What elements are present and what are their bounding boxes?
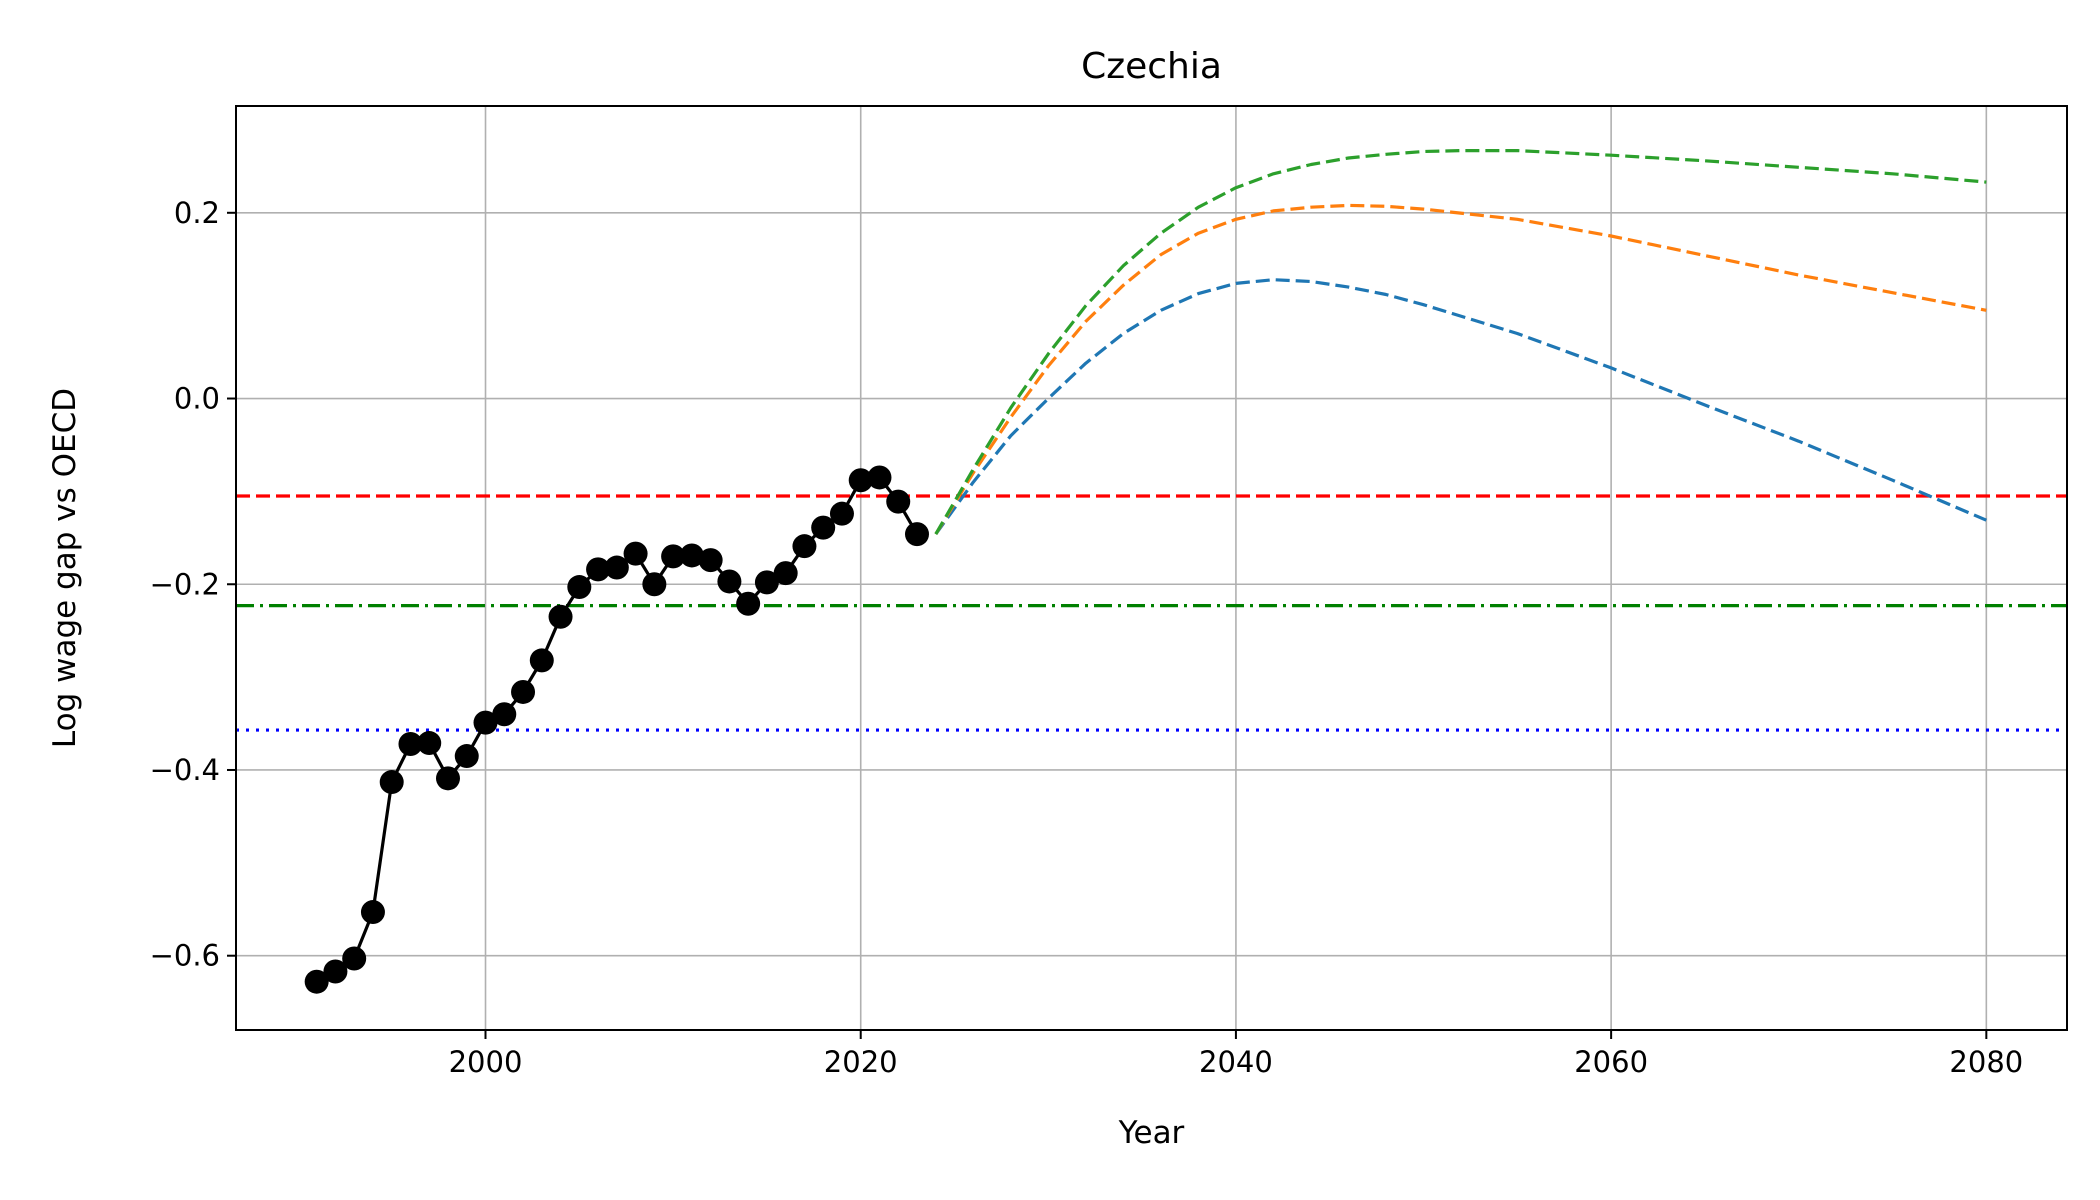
y-axis-label: Log wage gap vs OECD (47, 388, 83, 748)
data-point (698, 548, 723, 573)
data-point (492, 702, 517, 727)
data-point (529, 648, 554, 673)
data-point (811, 515, 836, 540)
data-point (736, 591, 761, 616)
data-point (473, 710, 498, 735)
series-line-3 (934, 149, 1987, 535)
data-point (304, 969, 329, 994)
series-line-1 (934, 278, 1987, 536)
data-point (904, 522, 929, 547)
y-tick-label: 0.0 (174, 382, 220, 416)
data-point (548, 604, 573, 629)
plot-area-frame (235, 105, 2068, 1031)
data-point (717, 569, 742, 594)
y-tick-label: −0.6 (150, 939, 220, 973)
data-point (567, 575, 592, 600)
data-point (435, 766, 460, 791)
data-point (454, 744, 479, 769)
chart-title: Czechia (1081, 46, 1222, 87)
grid (236, 106, 2067, 1030)
x-tick-label: 2000 (449, 1045, 523, 1079)
data-point (679, 543, 704, 568)
data-point (886, 489, 911, 514)
series-line-2 (934, 203, 1987, 535)
data-point (661, 544, 686, 569)
x-axis-label: Year (1118, 1115, 1185, 1151)
series-group (304, 149, 1987, 994)
data-point (323, 959, 348, 984)
x-tick-label: 2020 (824, 1045, 898, 1079)
data-point (829, 501, 854, 526)
data-point (417, 731, 442, 756)
data-point (360, 900, 385, 925)
data-point (773, 561, 798, 586)
x-tick-label: 2060 (1574, 1045, 1648, 1079)
y-tick-label: −0.2 (150, 567, 220, 601)
axis-ticks: 2000 2020 2040 2060 2080 −0.6 −0.4 −0.2 0.0 0.2 (150, 196, 2024, 1079)
data-point (379, 770, 404, 795)
x-tick-label: 2080 (1949, 1045, 2023, 1079)
data-point (342, 946, 367, 971)
data-point (792, 534, 817, 559)
data-point (511, 679, 536, 704)
x-tick-label: 2040 (1199, 1045, 1273, 1079)
y-tick-label: −0.4 (150, 753, 220, 787)
data-point (867, 465, 892, 490)
y-tick-label: 0.2 (174, 196, 220, 230)
data-point (398, 731, 423, 756)
data-point (642, 572, 667, 597)
reference-lines (236, 494, 2067, 732)
data-point (623, 541, 648, 566)
data-point (848, 468, 873, 493)
data-point (754, 570, 779, 595)
data-point (586, 557, 611, 582)
data-point (604, 555, 629, 580)
